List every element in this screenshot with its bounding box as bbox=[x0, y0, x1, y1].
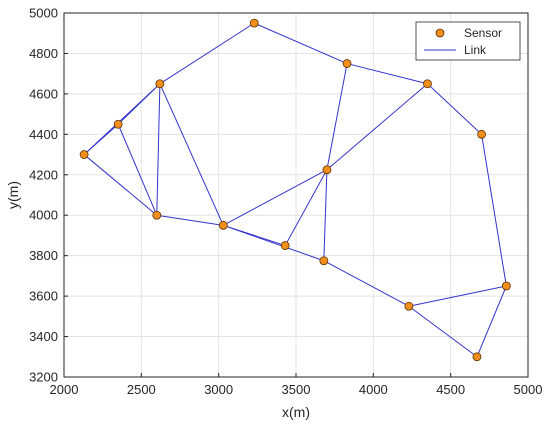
link-10-11 bbox=[427, 83, 482, 135]
sensor-point-3 bbox=[152, 210, 162, 220]
link-12-13 bbox=[408, 285, 507, 307]
sensor-point-2 bbox=[155, 79, 165, 89]
x-tick-label: 2000 bbox=[50, 382, 79, 397]
x-tick-label: 3500 bbox=[282, 382, 311, 397]
x-axis-label: x(m) bbox=[282, 404, 310, 420]
sensor-point-14 bbox=[472, 352, 482, 362]
y-tick-label: 4200 bbox=[29, 167, 58, 182]
link-2-3 bbox=[156, 83, 161, 216]
link-2-4 bbox=[159, 83, 224, 226]
y-tick-label: 4000 bbox=[29, 208, 58, 223]
link-0-3 bbox=[83, 154, 158, 216]
y-tick-label: 4800 bbox=[29, 46, 58, 61]
sensor-point-5 bbox=[249, 18, 259, 28]
link-2-5 bbox=[159, 22, 255, 85]
sensor-point-12 bbox=[404, 301, 414, 311]
link-3-4 bbox=[156, 214, 224, 226]
x-tick-label: 4500 bbox=[436, 382, 465, 397]
x-tick-label: 5000 bbox=[514, 382, 543, 397]
link-13-14 bbox=[476, 285, 507, 357]
x-tick-label: 4000 bbox=[359, 382, 388, 397]
sensor-point-7 bbox=[319, 256, 329, 266]
sensor-point-10 bbox=[423, 79, 432, 89]
legend-sensor-marker bbox=[435, 28, 445, 38]
legend-label-link: Link bbox=[464, 43, 487, 57]
y-axis-ticks: 3200 3400 3600 3800 4000 4200 4400 4600 4800 5000 bbox=[29, 6, 68, 385]
y-tick-label: 3200 bbox=[29, 370, 58, 385]
x-axis-ticks: 2000 2500 3000 3500 4000 4500 5000 bbox=[50, 373, 543, 397]
sensor-point-4 bbox=[218, 220, 228, 230]
link-1-2 bbox=[117, 83, 161, 125]
link-5-9 bbox=[254, 22, 348, 65]
legend-label-sensor: Sensor bbox=[464, 26, 502, 40]
sensor-point-0 bbox=[79, 150, 89, 159]
link-6-8 bbox=[284, 169, 328, 246]
link-9-10 bbox=[346, 63, 428, 85]
sensor-point-8 bbox=[322, 165, 332, 175]
y-tick-label: 4400 bbox=[29, 127, 58, 142]
link-8-9 bbox=[326, 63, 348, 170]
legend: Sensor Link bbox=[415, 21, 521, 61]
y-axis-label: y(m) bbox=[5, 181, 21, 209]
sensor-markers bbox=[79, 18, 511, 362]
sensor-point-1 bbox=[113, 119, 123, 129]
y-tick-label: 3600 bbox=[29, 289, 58, 304]
x-tick-label: 2500 bbox=[127, 382, 156, 397]
link-11-13 bbox=[481, 134, 507, 287]
link-1-3 bbox=[117, 124, 158, 216]
sensor-point-6 bbox=[280, 241, 290, 250]
y-tick-label: 3400 bbox=[29, 329, 58, 344]
legend-box bbox=[415, 21, 521, 61]
link-8-10 bbox=[326, 83, 428, 171]
link-4-7 bbox=[223, 224, 325, 262]
y-tick-label: 3800 bbox=[29, 248, 58, 263]
sensor-point-13 bbox=[501, 281, 511, 291]
link-7-8 bbox=[323, 169, 328, 261]
link-12-14 bbox=[408, 305, 478, 358]
link-4-8 bbox=[223, 169, 328, 226]
y-tick-label: 5000 bbox=[29, 6, 58, 21]
x-tick-label: 3000 bbox=[204, 382, 233, 397]
sensor-point-9 bbox=[342, 59, 352, 68]
sensor-point-11 bbox=[477, 129, 487, 139]
y-tick-label: 4600 bbox=[29, 86, 58, 101]
link-lines bbox=[83, 22, 507, 358]
link-7-12 bbox=[323, 260, 410, 307]
